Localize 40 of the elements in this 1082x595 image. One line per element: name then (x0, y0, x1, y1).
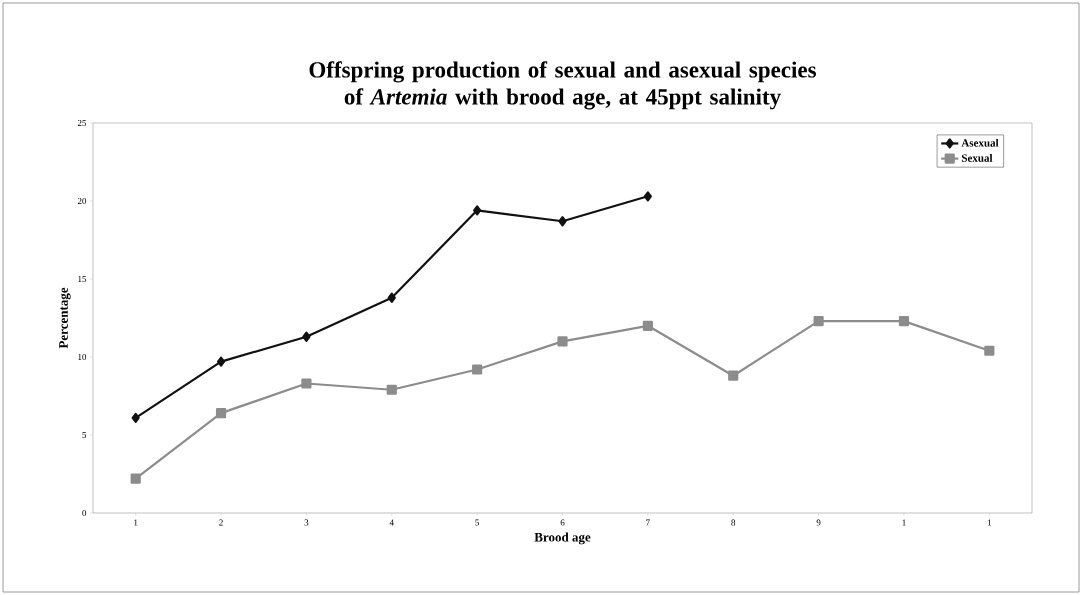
point (472, 364, 483, 375)
legend-label: Sexual (961, 154, 993, 162)
point (643, 191, 652, 202)
x-tick-label: 5 (475, 519, 480, 526)
x-tick-label: 4 (389, 519, 394, 526)
y-tick-label: 25 (77, 119, 87, 127)
x-tick-label: 8 (731, 519, 736, 526)
point (215, 408, 227, 419)
x-tick-label: 2 (219, 519, 223, 526)
x-tick-label: 6 (560, 519, 565, 526)
x-tick-label: 3 (304, 519, 309, 526)
point (473, 205, 482, 216)
x-tick-label: 9 (816, 519, 821, 526)
y-tick-label: 10 (78, 353, 87, 361)
point (898, 316, 910, 327)
point (558, 216, 567, 227)
y-tick-label: 15 (78, 275, 87, 283)
x-axis-title: Brood age (534, 532, 591, 545)
point (984, 345, 995, 356)
point (130, 473, 141, 484)
x-tick-label: 1 (902, 519, 906, 526)
y-tick-label: 0 (82, 509, 87, 517)
point (557, 336, 568, 347)
point (216, 356, 226, 367)
y-tick-label: 5 (82, 432, 87, 438)
point (131, 412, 140, 423)
y-tick-label: 20 (77, 197, 87, 205)
point (728, 370, 739, 381)
point (302, 331, 311, 342)
point (387, 292, 396, 303)
legend-label: Asexual (961, 138, 999, 147)
chart-title: Offspring production of sexual and asexual species of Artemia with brood age, at 45ppt salinity (309, 61, 817, 110)
x-tick-label: 1 (134, 519, 138, 526)
point (642, 320, 653, 331)
x-tick-label: 7 (646, 519, 650, 526)
point (386, 384, 397, 395)
point (301, 378, 312, 389)
point (813, 316, 824, 327)
y-axis-title: Percentage (59, 287, 71, 349)
x-tick-label: 1 (987, 519, 992, 526)
